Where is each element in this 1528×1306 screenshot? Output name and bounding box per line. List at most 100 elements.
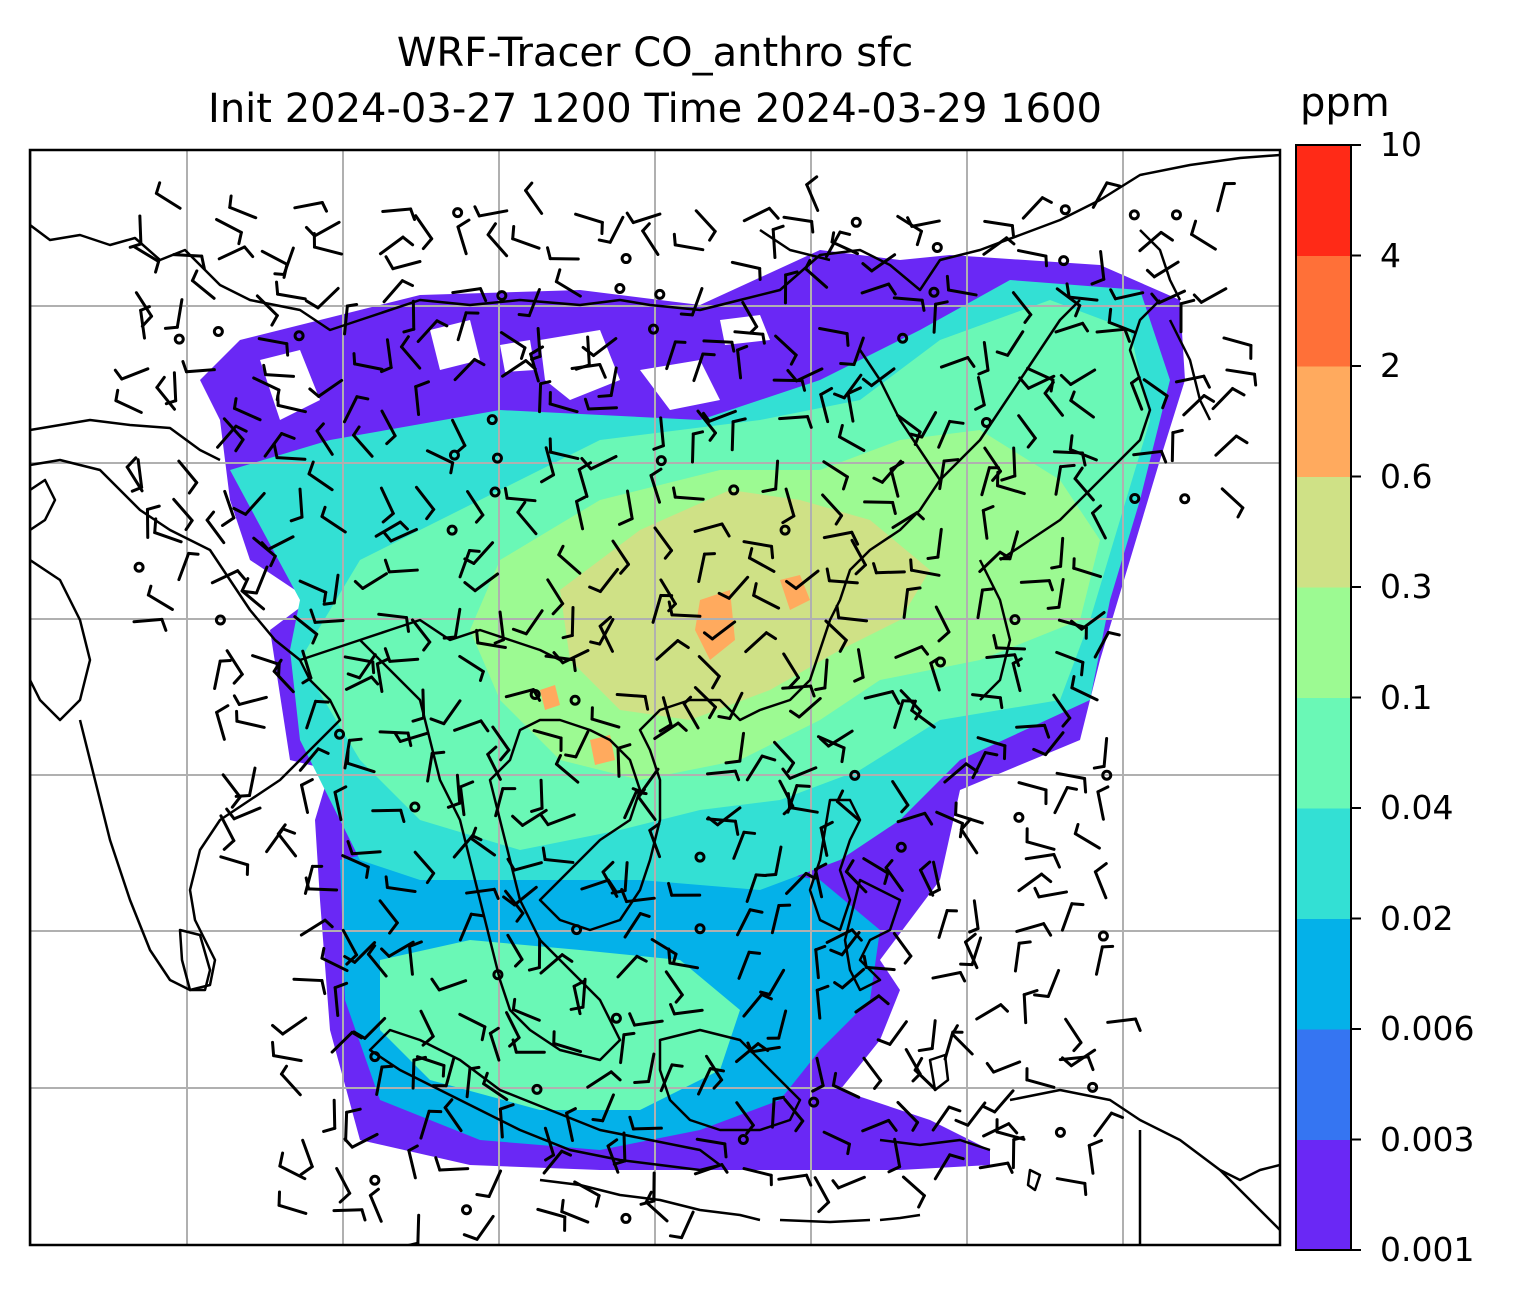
wind-barb-flag [493, 638, 505, 645]
wind-barb-flag [845, 332, 850, 347]
wind-barb-flag [1145, 268, 1156, 279]
wind-barb-flag [154, 259, 161, 274]
wind-barb-flag [554, 754, 562, 766]
wind-barb-flag [430, 977, 441, 992]
wind-barb-staff [1064, 1017, 1083, 1045]
wind-barb-staff [190, 279, 216, 300]
wind-barb-flag [915, 229, 923, 247]
wind-barb-flag [671, 952, 678, 965]
wind-barb-flag [764, 631, 778, 641]
wind-barb-staff [1055, 650, 1085, 664]
wind-barb-flag [153, 517, 158, 535]
calm-wind-marker [620, 1212, 632, 1224]
wind-barb-staff [1091, 181, 1109, 209]
wind-barb-staff [774, 459, 780, 491]
wind-barb-staff [425, 449, 455, 465]
wind-barb-staff [505, 496, 537, 503]
wind-barb-staff [783, 1097, 805, 1123]
wind-barb-flag [1253, 372, 1258, 387]
wind-barb-flag [1046, 605, 1061, 610]
wind-barb-staff [232, 806, 262, 821]
wind-barb-staff [574, 730, 590, 759]
wind-barb-flag [844, 859, 855, 874]
wind-barb-staff [581, 977, 587, 1009]
wind-barb-staff [770, 1097, 776, 1129]
wind-barb-staff [221, 773, 242, 799]
wind-barb-staff [1043, 391, 1064, 417]
wind-barb-flag [414, 380, 430, 389]
wind-barb-flag [557, 544, 565, 557]
wind-barb-flag [594, 1194, 601, 1208]
wind-barb-flag [1090, 277, 1106, 286]
map-title: WRF-Tracer CO_anthro sfc [396, 30, 914, 76]
wind-barb-staff [768, 968, 786, 997]
calm-wind-marker [489, 486, 501, 498]
wind-barb-flag [1083, 1181, 1088, 1196]
wind-barb-flag [787, 676, 800, 690]
calm-wind-marker [1129, 492, 1141, 504]
wind-barb-staff [458, 549, 472, 579]
wind-barb-staff [1222, 336, 1253, 347]
wind-barb-flag [1231, 387, 1246, 397]
wind-barb-flag [877, 994, 890, 1006]
wind-barb-staff [864, 965, 896, 972]
wind-barb-staff [307, 472, 334, 492]
wind-barb-flag [667, 881, 674, 897]
wind-barb-flag [539, 380, 552, 386]
wind-barb-flag [701, 411, 711, 423]
wind-barb-staff [411, 1058, 416, 1090]
wind-barb-staff [313, 618, 345, 624]
wind-barb-staff [1059, 536, 1065, 568]
wind-barb-flag [1061, 716, 1072, 728]
wind-barb-staff [910, 708, 936, 729]
wind-barb-flag [770, 544, 775, 560]
wind-barb-staff [825, 230, 842, 259]
wind-barb-staff [1080, 611, 1106, 631]
colorbar-segment [1296, 587, 1351, 698]
wind-barb-staff [307, 887, 339, 892]
wind-barb-flag [260, 541, 270, 552]
wind-barb-flag [205, 510, 216, 522]
wind-barb-flag [146, 584, 153, 597]
wind-barb-flag [1150, 292, 1161, 305]
colorbar-segment [1296, 918, 1351, 1030]
wind-barb-staff [1087, 1144, 1095, 1175]
wind-barb-staff [361, 572, 389, 590]
wind-barb-flag [920, 645, 930, 656]
wind-barb-flag [760, 993, 773, 1001]
wind-barb-flag [422, 640, 432, 652]
wind-barb-staff [930, 1019, 937, 1051]
wind-barb-staff [831, 1083, 861, 1099]
wind-barb-staff [1017, 414, 1037, 440]
wind-barb-flag [906, 586, 922, 592]
wind-barb-flag [926, 555, 940, 561]
wind-barb-staff [1157, 289, 1187, 305]
wind-barb-staff [971, 751, 987, 780]
wind-barb-staff [444, 1057, 456, 1088]
wind-barb-flag [515, 911, 525, 923]
wind-barb-staff [344, 1110, 349, 1142]
wind-barb-flag [527, 966, 541, 972]
wind-barb-staff [592, 337, 618, 358]
wind-barb-flag [560, 1149, 573, 1157]
wind-barb-flag [446, 801, 462, 809]
wind-barb-staff [837, 435, 866, 452]
wind-barb-flag [1040, 196, 1053, 204]
wind-barb-staff [136, 458, 144, 489]
wind-barb-flag [708, 229, 717, 242]
wind-barb-flag [1070, 902, 1085, 907]
wind-barb-flag [985, 1061, 996, 1074]
wind-barb-staff [205, 518, 226, 545]
wind-barb-flag [1059, 373, 1073, 386]
wind-barb-flag [717, 591, 731, 600]
wind-barb-staff [615, 693, 647, 698]
wind-barb-staff [154, 191, 182, 210]
wind-barb-staff [382, 279, 404, 304]
wind-barb-staff [298, 579, 328, 594]
wind-barb-staff [216, 424, 238, 449]
calm-wind-marker [571, 924, 583, 936]
wind-barb-flag [1072, 1041, 1083, 1053]
wind-barb-staff [378, 899, 399, 925]
